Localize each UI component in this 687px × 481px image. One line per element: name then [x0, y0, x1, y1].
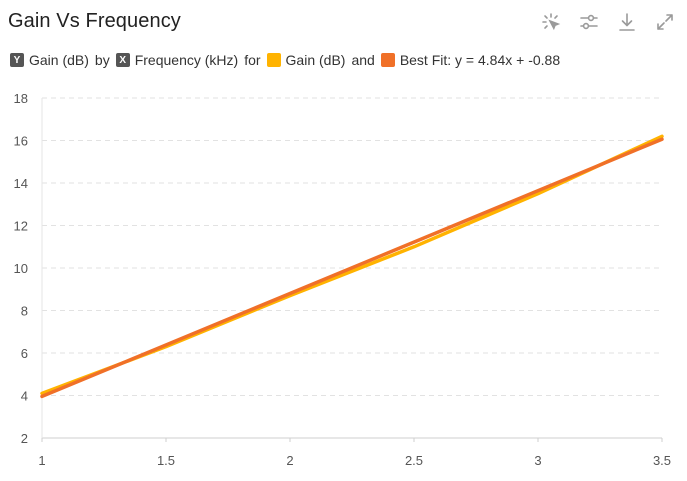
y-tick-label: 4 [21, 389, 28, 404]
y-tick-label: 10 [14, 261, 28, 276]
legend-by-text: by [94, 52, 110, 68]
legend-label-best-fit[interactable]: Best Fit: y = 4.84x + -0.88 [399, 52, 561, 68]
adjust-icon[interactable] [577, 10, 601, 34]
y-tick-label: 8 [21, 304, 28, 319]
y-tick-label: 12 [14, 219, 28, 234]
series-line-best-fit [40, 137, 664, 399]
y-tick-label: 6 [21, 346, 28, 361]
legend-swatch-best-fit[interactable] [380, 53, 395, 67]
chart-legend: Y Gain (dB) by X Frequency (kHz) for Gai… [10, 52, 566, 68]
x-tick-label: 2 [286, 453, 293, 468]
legend-swatch-gain[interactable] [266, 53, 281, 67]
legend-for-text: for [244, 52, 261, 68]
legend-label-gain[interactable]: Gain (dB) [285, 52, 346, 68]
y-tick-label: 2 [21, 431, 28, 446]
x-tick-label: 3 [534, 453, 541, 468]
y-tick-label: 14 [14, 176, 28, 191]
x-tick-label: 3.5 [653, 453, 671, 468]
x-axis-name: Frequency (kHz) [134, 52, 239, 68]
expand-icon[interactable] [653, 10, 677, 34]
x-tick-label: 1.5 [157, 453, 175, 468]
chart-title: Gain Vs Frequency [8, 10, 181, 32]
x-tick-label: 2.5 [405, 453, 423, 468]
x-tick-label: 1 [38, 453, 45, 468]
x-axis-badge: X [115, 53, 130, 67]
y-axis-name: Gain (dB) [29, 52, 89, 68]
series-line-gain [40, 134, 664, 396]
y-tick-label: 18 [14, 91, 28, 106]
chart-toolbar [539, 10, 677, 34]
y-axis-badge: Y [10, 53, 24, 67]
select-icon[interactable] [539, 10, 563, 34]
download-icon[interactable] [615, 10, 639, 34]
legend-and-text: and [351, 52, 375, 68]
y-tick-label: 16 [14, 134, 28, 149]
